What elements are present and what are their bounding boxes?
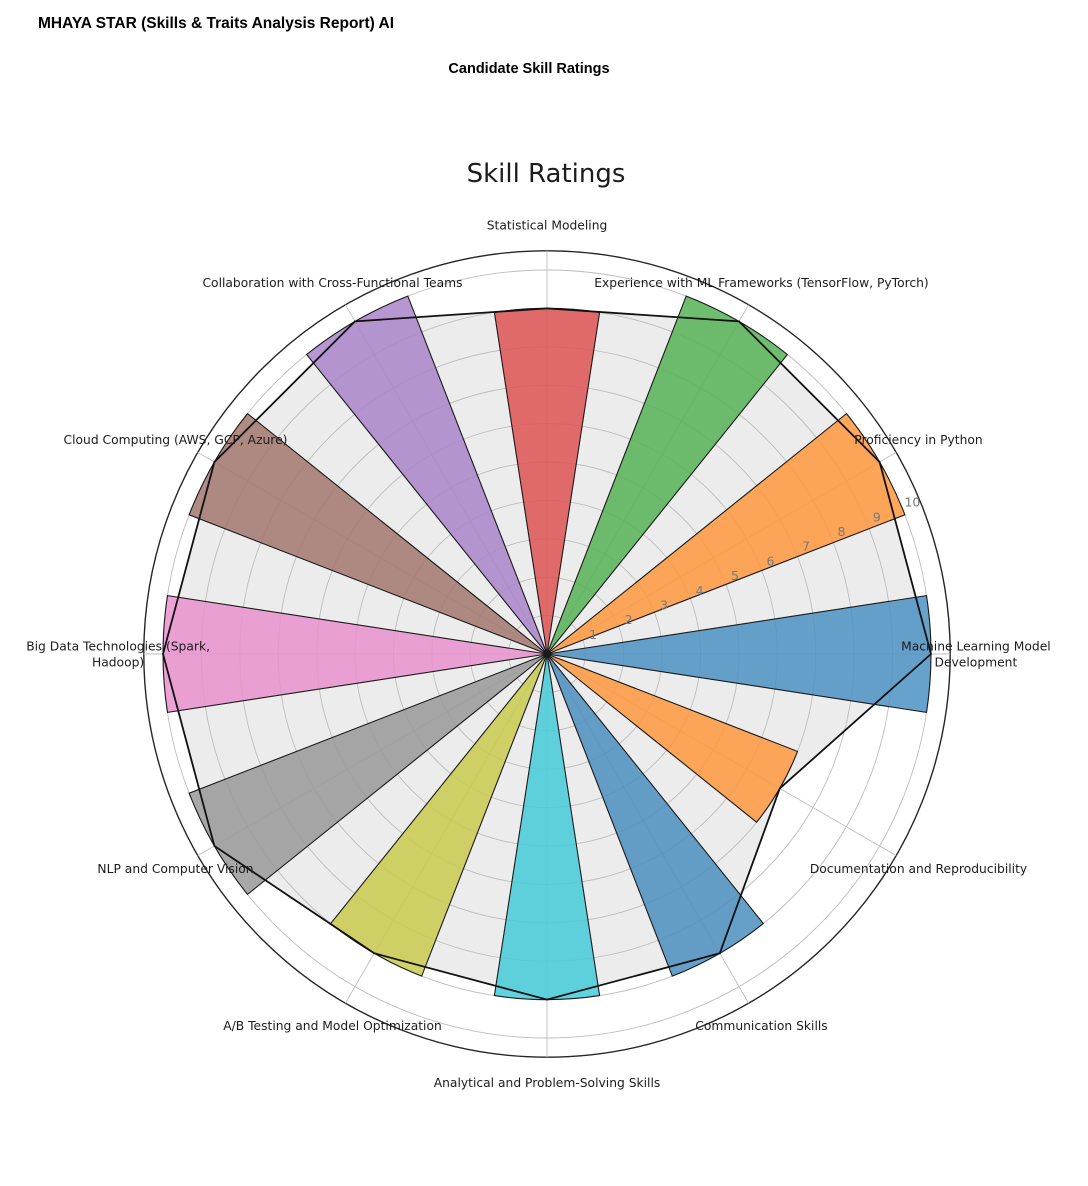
category-label-experience-with-ml-frameworks-tensorflow-pytorch: Experience with ML Frameworks (TensorFlo… (594, 276, 928, 290)
category-label-machine-learning-model-development: Machine Learning Model Development (901, 639, 1051, 669)
category-label-documentation-and-reproducibility: Documentation and Reproducibility (810, 862, 1027, 876)
category-label-statistical-modeling: Statistical Modeling (487, 218, 608, 232)
category-label-nlp-and-computer-vision: NLP and Computer Vision (97, 862, 253, 876)
category-label-communication-skills: Communication Skills (695, 1019, 827, 1033)
chart-title: Skill Ratings (467, 159, 626, 189)
category-label-analytical-and-problem-solving-skills: Analytical and Problem-Solving Skills (434, 1076, 661, 1090)
r-tick-label-8: 8 (838, 524, 846, 539)
category-label-a-b-testing-and-model-optimization: A/B Testing and Model Optimization (223, 1019, 442, 1033)
category-label-cloud-computing-aws-gcp-azure: Cloud Computing (AWS, GCP, Azure) (64, 433, 288, 447)
r-tick-label-2: 2 (625, 612, 633, 627)
r-tick-label-9: 9 (873, 509, 881, 524)
r-tick-label-1: 1 (589, 627, 597, 642)
report-title: MHAYA STAR (Skills & Traits Analysis Rep… (38, 15, 395, 32)
r-tick-label-7: 7 (802, 539, 810, 554)
category-label-big-data-technologies-spark-hadoop: Big Data Technologies (Spark, Hadoop) (26, 639, 210, 669)
r-tick-label-5: 5 (731, 568, 739, 583)
r-tick-label-4: 4 (696, 583, 704, 598)
r-tick-label-3: 3 (660, 598, 668, 613)
radar-outline (162, 307, 933, 1001)
category-label-collaboration-with-cross-functional-teams: Collaboration with Cross-Functional Team… (202, 276, 462, 290)
section-subtitle: Candidate Skill Ratings (448, 61, 610, 77)
category-label-proficiency-in-python: Proficiency in Python (854, 433, 982, 447)
r-tick-label-6: 6 (767, 553, 775, 568)
r-tick-label-10: 10 (904, 495, 920, 510)
